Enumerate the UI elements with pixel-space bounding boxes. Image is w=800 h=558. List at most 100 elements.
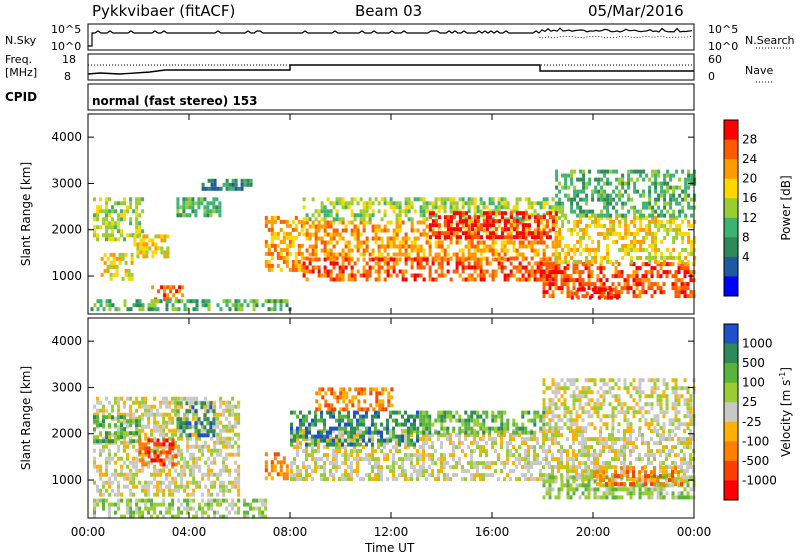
power-cell bbox=[274, 216, 277, 220]
power-cell bbox=[477, 205, 480, 209]
power-cell bbox=[295, 252, 298, 256]
power-cell bbox=[99, 209, 102, 213]
velocity-cell bbox=[560, 465, 563, 469]
velocity-cell bbox=[527, 449, 530, 453]
velocity-cell bbox=[189, 473, 192, 477]
velocity-cell bbox=[153, 413, 156, 417]
velocity-cell bbox=[296, 469, 299, 473]
power-cell bbox=[432, 278, 435, 282]
power-cell bbox=[624, 190, 627, 194]
velocity-cell bbox=[339, 387, 342, 391]
velocity-cell bbox=[138, 511, 141, 515]
power-cell bbox=[124, 303, 127, 307]
power-cell bbox=[441, 241, 444, 245]
power-cell bbox=[690, 198, 693, 202]
power-cell bbox=[105, 221, 108, 225]
power-cell bbox=[537, 253, 540, 257]
velocity-cell bbox=[380, 473, 383, 477]
power-cell bbox=[378, 253, 381, 257]
velocity-cell bbox=[443, 477, 446, 481]
power-cell bbox=[474, 223, 477, 227]
velocity-cell bbox=[293, 439, 296, 443]
power-cell bbox=[561, 202, 564, 206]
velocity-cell bbox=[132, 493, 135, 497]
power-cell bbox=[687, 270, 690, 274]
power-cell bbox=[286, 264, 289, 268]
power-cell bbox=[571, 296, 574, 300]
freq-unit-label: [MHz] bbox=[5, 66, 37, 79]
power-cell bbox=[268, 252, 271, 256]
velocity-cell bbox=[686, 445, 689, 449]
power-cell bbox=[369, 217, 372, 221]
velocity-cell bbox=[135, 465, 138, 469]
velocity-cell bbox=[317, 465, 320, 469]
power-cell bbox=[321, 205, 324, 209]
velocity-cell bbox=[234, 413, 237, 417]
power-cell bbox=[405, 270, 408, 274]
velocity-cell bbox=[335, 465, 338, 469]
power-cell bbox=[268, 248, 271, 252]
power-cell bbox=[579, 282, 582, 286]
velocity-cell bbox=[102, 481, 105, 485]
velocity-cell bbox=[209, 425, 212, 429]
power-cell bbox=[534, 235, 537, 239]
power-cell bbox=[687, 252, 690, 256]
velocity-cell bbox=[473, 477, 476, 481]
velocity-cell bbox=[671, 437, 674, 441]
power-cell bbox=[597, 244, 600, 248]
power-cell bbox=[138, 229, 141, 233]
velocity-cell bbox=[344, 457, 347, 461]
velocity-cell bbox=[179, 417, 182, 421]
power-cell bbox=[208, 187, 211, 191]
velocity-cell bbox=[237, 485, 240, 489]
power-cell bbox=[672, 214, 675, 218]
power-cell bbox=[589, 296, 592, 300]
velocity-cell bbox=[183, 473, 186, 477]
power-cell bbox=[163, 238, 166, 242]
power-cell bbox=[139, 303, 142, 307]
velocity-cell bbox=[329, 473, 332, 477]
velocity-cell bbox=[302, 429, 305, 433]
velocity-cell bbox=[111, 473, 114, 477]
power-cell bbox=[558, 252, 561, 256]
velocity-cell bbox=[159, 401, 162, 405]
velocity-cell bbox=[210, 437, 213, 441]
velocity-cell bbox=[156, 425, 159, 429]
velocity-cell bbox=[147, 425, 150, 429]
velocity-cell bbox=[353, 415, 356, 419]
power-cell bbox=[480, 227, 483, 231]
power-cell bbox=[642, 262, 645, 266]
power-cell bbox=[495, 274, 498, 278]
power-cell bbox=[609, 220, 612, 224]
power-cell bbox=[381, 258, 384, 262]
velocity-cell bbox=[274, 456, 277, 460]
power-cell bbox=[123, 201, 126, 205]
power-cell bbox=[564, 278, 567, 282]
power-cell bbox=[345, 266, 348, 270]
velocity-cell bbox=[93, 511, 96, 515]
power-cell bbox=[630, 260, 633, 264]
power-cell bbox=[573, 170, 576, 174]
power-cell bbox=[217, 187, 220, 191]
velocity-cell bbox=[201, 449, 204, 453]
velocity-cell bbox=[407, 419, 410, 423]
power-cell bbox=[633, 214, 636, 218]
power-cell bbox=[298, 232, 301, 236]
power-cell bbox=[627, 278, 630, 282]
velocity-cell bbox=[219, 437, 222, 441]
velocity-cell bbox=[344, 445, 347, 449]
velocity-cell bbox=[422, 453, 425, 457]
velocity-cell bbox=[159, 425, 162, 429]
power-cell bbox=[645, 236, 648, 240]
power-cell bbox=[516, 211, 519, 215]
power-cell bbox=[621, 206, 624, 210]
power-cell bbox=[510, 257, 513, 261]
power-cell bbox=[610, 292, 613, 296]
velocity-cell bbox=[518, 461, 521, 465]
power-cell bbox=[459, 262, 462, 266]
power-cell bbox=[504, 211, 507, 215]
power-cell bbox=[561, 174, 564, 178]
power-cell bbox=[462, 205, 465, 209]
velocity-cell bbox=[153, 417, 156, 421]
velocity-cell bbox=[521, 457, 524, 461]
